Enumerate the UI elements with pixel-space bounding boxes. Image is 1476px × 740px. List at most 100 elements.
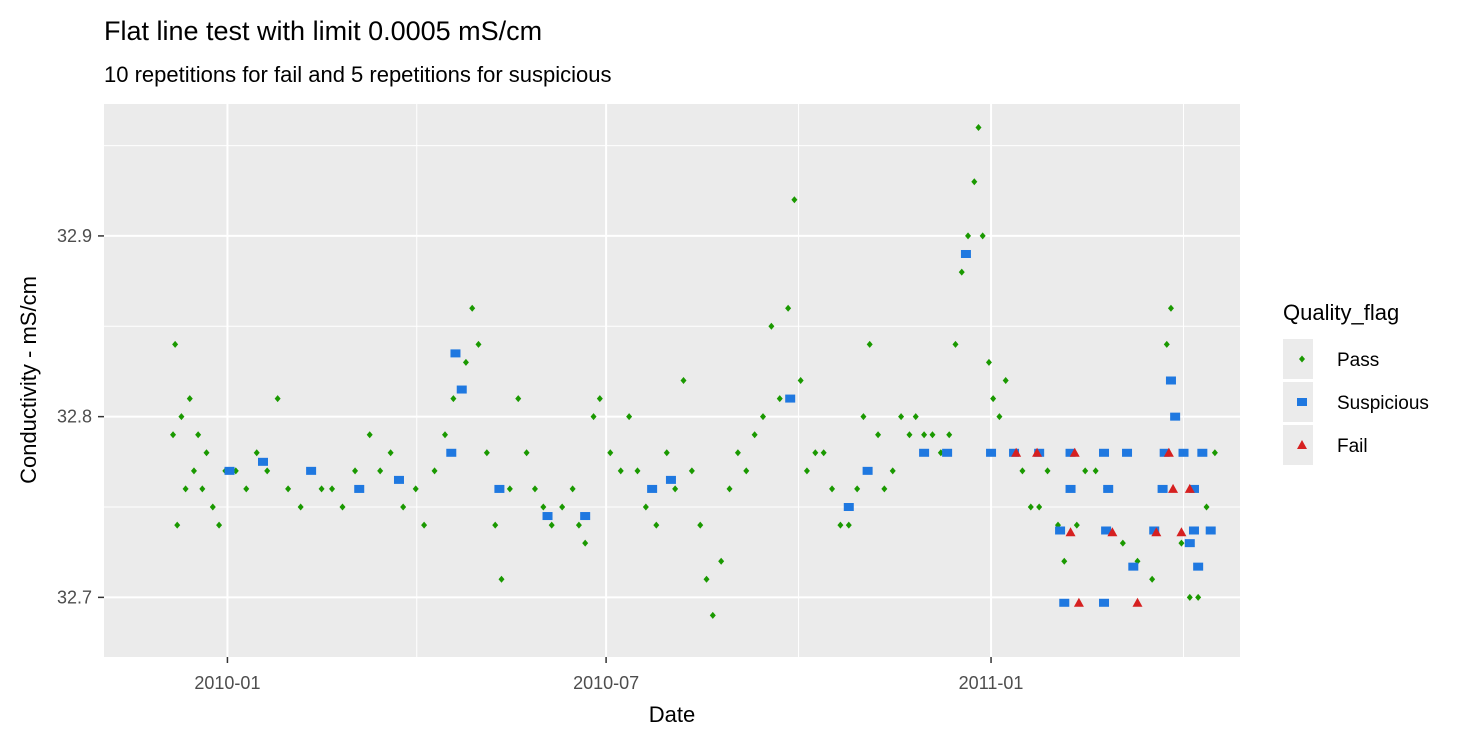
pass-point: [634, 467, 641, 475]
fail-point: [1069, 447, 1080, 457]
pass-point: [990, 395, 997, 403]
pass-point: [569, 485, 576, 493]
legend-label-pass: Pass: [1337, 350, 1379, 371]
pass-point: [170, 431, 177, 439]
legend-key: [1283, 339, 1313, 379]
fail-point: [1168, 483, 1179, 493]
pass-point: [540, 503, 547, 511]
pass-point: [1002, 377, 1009, 384]
suspicious-point: [1055, 526, 1066, 535]
legend: Quality_flag Pass Suspicious Fail: [1283, 300, 1429, 465]
suspicious-point: [456, 385, 467, 394]
pass-point: [190, 467, 197, 475]
suspicious-point: [1193, 562, 1204, 571]
pass-point: [1036, 503, 1043, 511]
x-tick-label: 2010-07: [573, 673, 639, 693]
legend-key: [1283, 425, 1313, 465]
y-tick-label: 32.9: [57, 226, 92, 246]
pass-point: [751, 431, 758, 439]
pass-point: [575, 521, 582, 529]
suspicious-point: [785, 394, 796, 403]
pass-point: [617, 467, 624, 475]
legend-marker-suspicious: [1297, 398, 1307, 406]
legend-label-suspicious: Suspicious: [1337, 393, 1429, 414]
pass-point: [875, 431, 882, 439]
pass-point: [329, 485, 336, 493]
pass-point: [975, 123, 982, 131]
pass-point: [1061, 557, 1068, 565]
fail-point: [1107, 527, 1118, 537]
suspicious-point: [494, 484, 505, 493]
series-suspicious: [224, 249, 1216, 607]
pass-point: [718, 557, 725, 565]
pass-point: [946, 431, 953, 439]
pass-point: [785, 304, 792, 312]
pass-point: [791, 196, 798, 204]
legend-entries: Pass Suspicious Fail: [1283, 339, 1429, 465]
pass-point: [506, 485, 513, 493]
fail-point: [1176, 527, 1187, 537]
pass-point: [906, 431, 913, 439]
plot-panel: [104, 104, 1240, 657]
pass-point: [703, 575, 710, 583]
pass-point: [680, 377, 687, 384]
pass-point: [531, 485, 538, 493]
pass-point: [492, 521, 499, 529]
pass-point: [837, 521, 844, 529]
pass-point: [195, 431, 202, 439]
pass-point: [776, 395, 783, 403]
pass-point: [653, 521, 660, 529]
suspicious-point: [942, 448, 953, 457]
suspicious-point: [1197, 448, 1208, 457]
pass-point: [339, 503, 346, 511]
suspicious-point: [224, 466, 235, 475]
pass-point: [475, 340, 482, 348]
fail-point: [1163, 447, 1174, 457]
pass-point: [1149, 575, 1156, 583]
suspicious-point: [843, 503, 854, 512]
suspicious-point: [1103, 484, 1114, 493]
suspicious-point: [1065, 484, 1076, 493]
fail-point: [1032, 447, 1043, 457]
suspicious-point: [393, 475, 404, 484]
pass-point: [1019, 467, 1026, 475]
pass-point: [1203, 503, 1210, 511]
pass-point: [442, 431, 449, 439]
chart-subtitle: 10 repetitions for fail and 5 repetition…: [104, 62, 612, 87]
suspicious-point: [1188, 526, 1199, 535]
suspicious-point: [1065, 448, 1076, 457]
pass-point: [1211, 449, 1218, 457]
suspicious-point: [257, 457, 268, 466]
pass-point: [768, 322, 775, 330]
fail-point: [1184, 483, 1195, 493]
fail-point: [1073, 597, 1084, 607]
pass-point: [1082, 467, 1089, 475]
suspicious-point: [1122, 448, 1133, 457]
pass-point: [663, 449, 670, 457]
x-tick-label: 2011-01: [959, 673, 1024, 693]
suspicious-point: [1188, 484, 1199, 493]
pass-point: [203, 449, 210, 457]
pass-point: [985, 358, 992, 366]
suspicious-point: [446, 448, 457, 457]
x-axis-title: Date: [649, 702, 695, 727]
legend-marker-pass: [1299, 355, 1305, 363]
y-axis-title: Conductivity - mS/cm: [16, 276, 41, 484]
suspicious-point: [1099, 448, 1110, 457]
pass-point: [216, 521, 223, 529]
pass-point: [1044, 467, 1051, 475]
pass-point: [760, 413, 767, 421]
legend-label-fail: Fail: [1337, 436, 1368, 457]
pass-point: [958, 268, 965, 276]
pass-point: [607, 449, 614, 457]
pass-point: [483, 449, 490, 457]
suspicious-point: [919, 448, 930, 457]
pass-point: [803, 467, 810, 475]
pass-point: [596, 395, 603, 403]
pass-point: [209, 503, 216, 511]
fail-point: [1011, 447, 1022, 457]
pass-point: [971, 178, 978, 186]
pass-point: [590, 413, 597, 421]
x-tick-label: 2010-01: [194, 673, 260, 693]
suspicious-point: [862, 466, 873, 475]
